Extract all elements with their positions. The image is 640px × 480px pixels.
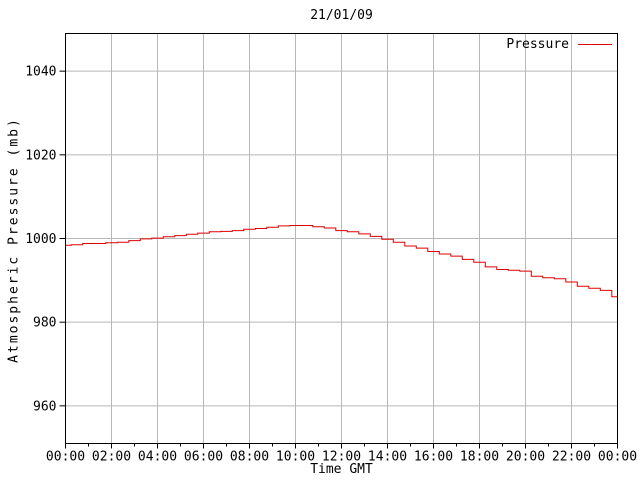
legend-line-sample xyxy=(578,44,612,45)
x-tick-label: 08:00 xyxy=(230,450,269,465)
x-axis-title: Time GMT xyxy=(310,462,373,477)
x-tick-label: 20:00 xyxy=(506,450,545,465)
x-tick-label: 14:00 xyxy=(368,450,407,465)
chart-title: 21/01/09 xyxy=(310,8,373,23)
pressure-series-line xyxy=(65,225,618,298)
x-tick-label: 22:00 xyxy=(552,450,591,465)
x-tick-label: 00:00 xyxy=(598,450,637,465)
x-tick-label: 06:00 xyxy=(184,450,223,465)
y-tick-label: 1000 xyxy=(25,232,56,247)
x-tick-label: 12:00 xyxy=(322,450,361,465)
x-tick-label: 16:00 xyxy=(414,450,453,465)
x-tick-label: 10:00 xyxy=(276,450,315,465)
y-axis-title: Atmospheric Pressure (mb) xyxy=(6,117,22,363)
x-tick-label: 02:00 xyxy=(92,450,131,465)
y-tick-label: 980 xyxy=(33,316,56,331)
plot-border xyxy=(65,33,618,444)
x-tick-label: 04:00 xyxy=(138,450,177,465)
x-tick-label: 18:00 xyxy=(460,450,499,465)
legend: Pressure xyxy=(506,37,612,52)
y-tick-label: 960 xyxy=(33,399,56,414)
y-tick-label: 1020 xyxy=(25,148,56,163)
x-tick-label: 00:00 xyxy=(46,450,85,465)
legend-label: Pressure xyxy=(506,37,569,52)
y-tick-label: 1040 xyxy=(25,65,56,80)
